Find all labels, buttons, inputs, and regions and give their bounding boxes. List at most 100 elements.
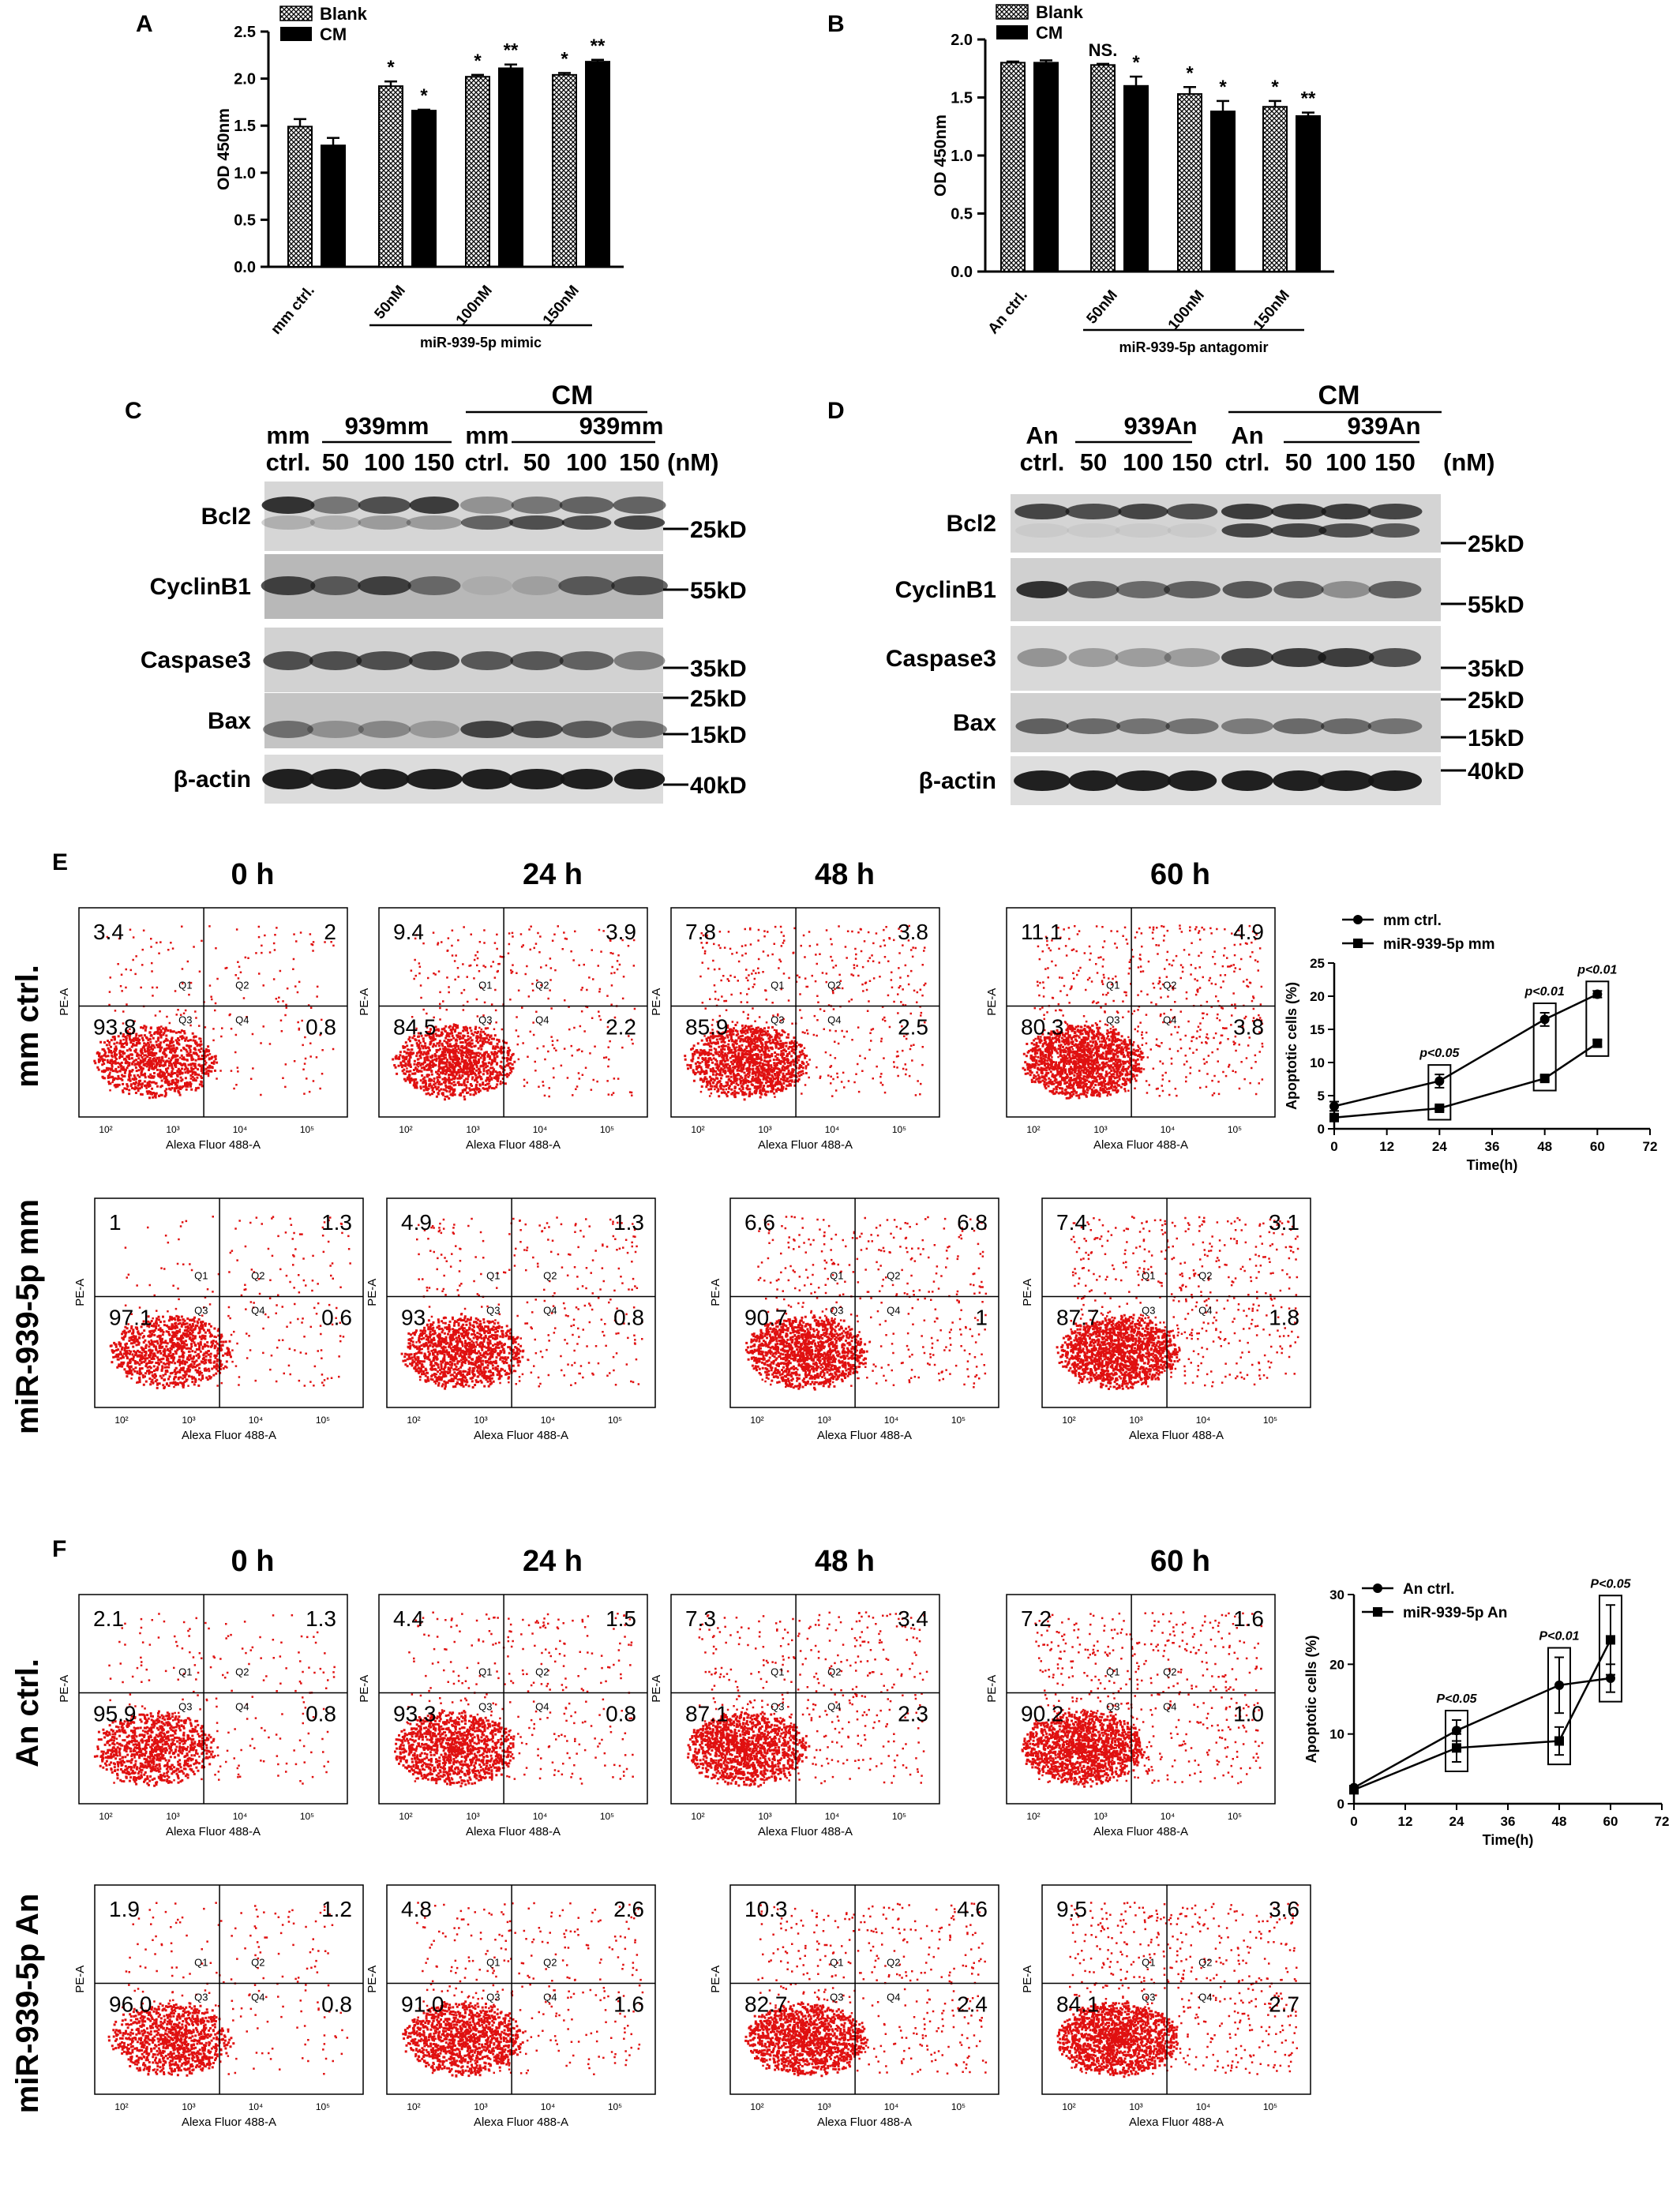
- significance-box: [1445, 1710, 1468, 1772]
- blank-bar: [1090, 64, 1116, 272]
- protein-band: [1270, 523, 1327, 538]
- p-value-label: P<0.05: [1590, 1577, 1631, 1591]
- x-tick-label: 10³: [166, 1811, 179, 1822]
- x-axis-label: Alexa Fluor 488-A: [474, 2116, 568, 2129]
- y-tick-label: 30: [1329, 1587, 1344, 1602]
- legend-marker: [1353, 939, 1363, 948]
- quadrant-value-q2: 3.6: [1269, 1897, 1299, 1921]
- time-label: 60 h: [1150, 858, 1210, 891]
- x-axis-label: Alexa Fluor 488-A: [182, 2116, 276, 2129]
- quadrant-tag: Q2: [251, 1957, 264, 1969]
- legend-marker: [1373, 1607, 1382, 1617]
- lane-label: 100: [1123, 448, 1164, 476]
- legend-label-cm: CM: [320, 24, 347, 44]
- event-dots: [93, 1613, 336, 1787]
- quadrant-value-q2: 3.1: [1269, 1210, 1299, 1235]
- x-tick-label: 10²: [1026, 1811, 1040, 1822]
- cm-bar: [498, 67, 523, 268]
- x-tick-label: mm ctrl.: [268, 283, 318, 338]
- protein-band: [1118, 504, 1168, 519]
- quadrant-value-q4: 1.0: [1233, 1702, 1264, 1726]
- quadrant-tag: Q2: [887, 1957, 900, 1969]
- protein-band: [1222, 581, 1273, 598]
- quadrant-value-q4: 2.5: [898, 1015, 928, 1040]
- quadrant-value-q1: 7.8: [685, 920, 716, 944]
- protein-band: [1271, 504, 1326, 519]
- y-axis-label: PE-A: [73, 1966, 87, 1993]
- bar-chart-b: 0.0 0.5 1.0 1.5 2.0 OD 450nm An ctrl. NS. * 50nM *…: [932, 2, 1334, 355]
- event-dots: [107, 1902, 351, 2077]
- y-axis-label: PE-A: [709, 1966, 722, 1993]
- legend-label: mm ctrl.: [1383, 913, 1442, 929]
- blank-bar: [1177, 93, 1202, 272]
- quadrant-tag: Q3: [478, 1701, 492, 1713]
- quadrant-value-q3: 95.9: [93, 1702, 137, 1726]
- y-tick-label: 0.5: [234, 212, 256, 229]
- x-tick-label: 10⁵: [600, 1124, 614, 1135]
- lane-label: 150: [619, 448, 660, 476]
- protein-band: [511, 721, 563, 738]
- lane-label: An: [1026, 422, 1058, 449]
- quadrant-value-q2: 6.8: [957, 1210, 988, 1235]
- x-tick-label: 10²: [114, 1415, 128, 1426]
- y-tick-label: 2.5: [234, 24, 256, 41]
- legend-swatch-blank: [996, 4, 1029, 20]
- quadrant-value-q3: 84.1: [1056, 1992, 1100, 2017]
- quadrant-value-q1: 3.4: [93, 920, 124, 944]
- x-tick-label: 10³: [182, 2101, 195, 2112]
- x-tick-label: 150nM: [540, 283, 583, 329]
- protein-band: [1368, 581, 1422, 598]
- quadrant-tag: Q3: [771, 1701, 784, 1713]
- legend-label-blank: Blank: [1036, 2, 1084, 22]
- row-label: An ctrl.: [10, 1658, 45, 1767]
- significance-box: [1547, 1647, 1571, 1766]
- x-tick-label: 10⁴: [1161, 1811, 1176, 1822]
- x-tick-label: 10²: [407, 1415, 420, 1426]
- group-label: 939mm: [579, 412, 664, 440]
- legend-label: An ctrl.: [1403, 1581, 1454, 1598]
- event-dots: [1056, 1902, 1299, 2078]
- protein-band: [1167, 523, 1217, 538]
- quadrant-value-q2: 3.9: [606, 920, 636, 944]
- row-label: β-actin: [174, 766, 251, 793]
- event-dots: [109, 1216, 351, 1389]
- cm-bar: [585, 61, 610, 268]
- quadrant-value-q1: 7.3: [685, 1606, 716, 1631]
- significance-mark: **: [591, 36, 606, 57]
- quadrant-tag: Q2: [1198, 1270, 1212, 1282]
- protein-band: [1017, 648, 1067, 667]
- legend-label-cm: CM: [1036, 23, 1063, 43]
- marker-label: 35kD: [690, 656, 747, 682]
- quadrant-tag: Q3: [178, 1014, 192, 1026]
- protein-band: [261, 576, 316, 595]
- legend-swatch-blank: [279, 6, 313, 21]
- quadrant-tag: Q1: [771, 1666, 784, 1678]
- y-tick-label: 0.0: [234, 259, 256, 276]
- quadrant-value-q1: 7.2: [1021, 1606, 1052, 1631]
- significance-mark: **: [1301, 88, 1316, 110]
- lane-label: 50: [1080, 448, 1107, 476]
- quadrant-value-q4: 2.7: [1269, 1992, 1299, 2017]
- quadrant-tag: Q4: [1198, 1305, 1212, 1317]
- x-tick-label: 10⁵: [300, 1124, 314, 1135]
- lane-label: 100: [364, 448, 405, 476]
- y-tick-label: 1.5: [951, 90, 973, 107]
- y-axis-label: PE-A: [1021, 1279, 1034, 1306]
- event-dots: [402, 1902, 644, 2078]
- x-tick-label: 10³: [1129, 2101, 1142, 2112]
- quadrant-value-q3: 82.7: [744, 1992, 788, 2017]
- quadrant-tag: Q1: [478, 980, 492, 991]
- x-tick-label: 10³: [182, 1415, 195, 1426]
- x-tick-label: 10⁵: [1263, 2101, 1277, 2112]
- x-tick-label: 12: [1379, 1139, 1394, 1154]
- x-tick-label: 10³: [758, 1124, 771, 1135]
- cm-label: CM: [552, 380, 594, 410]
- x-axis-label: Alexa Fluor 488-A: [1129, 1429, 1224, 1442]
- x-axis-label: Time(h): [1483, 1832, 1534, 1848]
- significance-mark: *: [1186, 62, 1194, 84]
- protein-band: [1318, 648, 1374, 667]
- quadrant-tag: Q3: [478, 1014, 492, 1026]
- x-tick-label: 10⁵: [951, 2101, 966, 2112]
- protein-band: [1368, 648, 1422, 667]
